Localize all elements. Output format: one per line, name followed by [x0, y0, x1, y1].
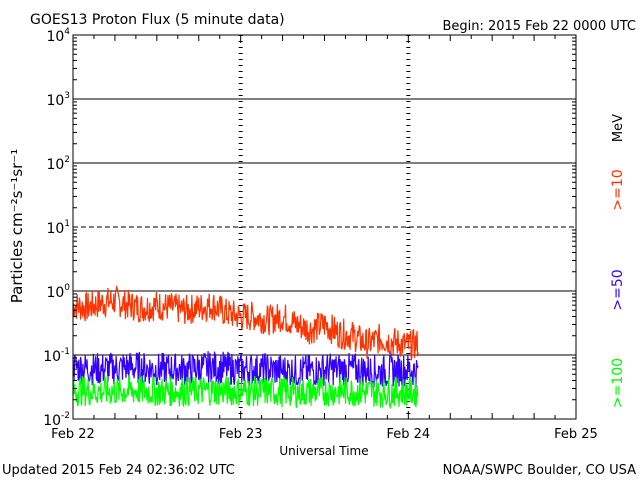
y-tick-exponent: 1 [64, 219, 70, 229]
y-tick-base: 10 [43, 349, 61, 365]
y-tick-base: 10 [46, 29, 64, 45]
y-tick-exponent: 3 [64, 91, 70, 101]
series-line-2 [72, 375, 419, 410]
y-tick-exponent: 2 [64, 155, 70, 165]
x-tick-label: Feb 23 [219, 427, 263, 442]
y-tick-base: 10 [46, 157, 64, 173]
chart-title: GOES13 Proton Flux (5 minute data) [30, 12, 285, 28]
x-axis-label: Universal Time [279, 444, 368, 458]
y-tick-base: 10 [46, 221, 64, 237]
x-tick-label: Feb 22 [51, 427, 95, 442]
series-layer [72, 284, 419, 410]
y-axis-label: Particles cm⁻²s⁻¹sr⁻¹ [8, 149, 26, 303]
legend-unit: MeV [611, 114, 626, 142]
series-line-0 [72, 284, 419, 361]
begin-time: Begin: 2015 Feb 22 0000 UTC [442, 19, 636, 34]
legend: >=10 >=50 >=100 MeV [610, 114, 626, 408]
y-tick-exponent: -1 [61, 347, 70, 357]
legend-entry-0: >=10 [610, 169, 626, 210]
updated-time: Updated 2015 Feb 24 02:36:02 UTC [2, 463, 235, 478]
y-tick-base: 10 [46, 93, 64, 109]
y-tick-label: 10-2 [43, 411, 70, 429]
grid [73, 35, 576, 419]
y-tick-base: 10 [46, 285, 64, 301]
y-tick-label: 10-1 [43, 347, 70, 365]
y-tick-label: 104 [46, 27, 70, 45]
y-tick-label: 102 [46, 155, 70, 173]
y-tick-base: 10 [43, 413, 61, 429]
legend-entry-2: >=100 [610, 358, 626, 408]
y-tick-exponent: 4 [64, 27, 70, 37]
y-tick-exponent: -2 [61, 411, 70, 421]
series-line-1 [72, 351, 419, 388]
y-tick-label: 103 [46, 91, 70, 109]
x-tick-label: Feb 25 [554, 427, 598, 442]
y-tick-label: 101 [46, 219, 70, 237]
credit: NOAA/SWPC Boulder, CO USA [443, 463, 636, 478]
y-tick-label: 100 [46, 283, 70, 301]
x-tick-label: Feb 24 [386, 427, 430, 442]
legend-entry-1: >=50 [610, 269, 626, 310]
y-tick-exponent: 0 [64, 283, 70, 293]
